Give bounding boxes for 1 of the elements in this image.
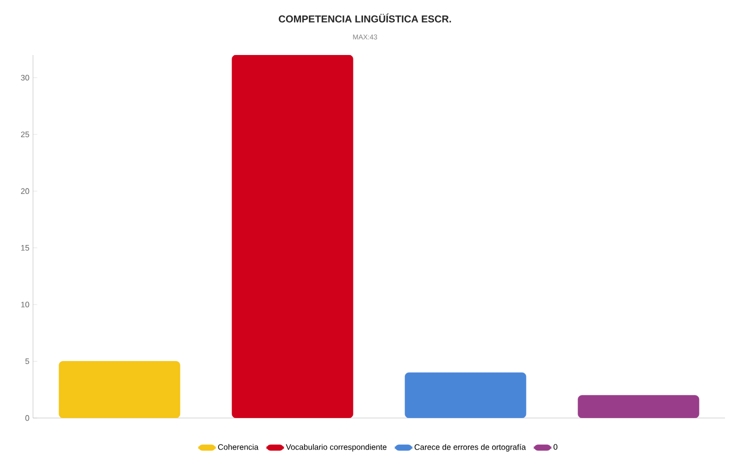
chart-title: COMPETENCIA LINGÜÍSTICA ESCR. bbox=[278, 14, 451, 22]
